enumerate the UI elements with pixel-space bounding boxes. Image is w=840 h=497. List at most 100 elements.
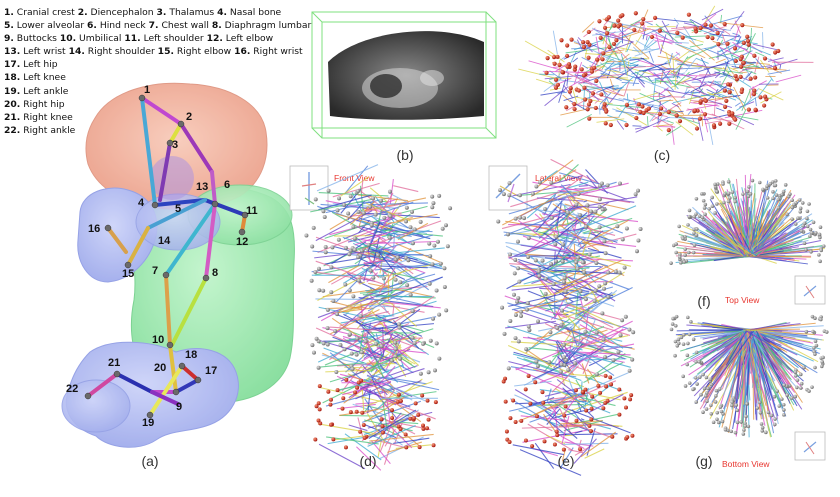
legend-row: 21. Right knee — [4, 111, 311, 124]
joint-number-label: 11 — [246, 205, 258, 217]
joint-number-label: 4 — [138, 197, 145, 209]
joint-number-label: 16 — [88, 223, 100, 235]
legend-number: 4. — [217, 7, 227, 18]
joint-number-label: 15 — [122, 268, 134, 280]
caption-d: (d) — [359, 453, 376, 469]
legend-joint-name: Thalamus — [166, 7, 218, 18]
joint-legend: 1. Cranial crest 2. Diencephalon 3. Thal… — [4, 6, 311, 137]
legend-number: 22. — [4, 124, 21, 136]
panel-b — [311, 11, 497, 139]
legend-row: 13. Left wrist 14. Right shoulder 15. Ri… — [4, 45, 311, 58]
joint-number-label: 20 — [154, 362, 166, 374]
legend-row: 5. Lower alveolar 6. Hind neck 7. Chest … — [4, 19, 311, 32]
legend-number: 20. — [4, 98, 21, 110]
joint-number-label: 18 — [185, 349, 197, 361]
lateral-view-axis-icon — [488, 165, 528, 211]
legend-row: 9. Buttocks 10. Umbilical 11. Left shoul… — [4, 32, 311, 45]
legend-number: 15. — [157, 46, 174, 58]
bottom-view-axis-icon — [794, 431, 826, 461]
panel-g: Bottom View — [669, 314, 829, 469]
joint-number-label: 9 — [176, 401, 182, 413]
legend-joint-name: Left hip — [20, 59, 58, 71]
legend-joint-name: Left wrist — [20, 46, 69, 58]
legend-joint-name: Left shoulder — [140, 33, 207, 45]
legend-joint-name: Right knee — [20, 111, 73, 123]
top-view-axis-icon — [794, 275, 826, 305]
legend-number: 17. — [4, 59, 21, 71]
joint-number-label: 12 — [236, 236, 248, 248]
caption-a: (a) — [141, 453, 158, 469]
legend-row: 1. Cranial crest 2. Diencephalon 3. Thal… — [4, 6, 311, 19]
joint-number-label: 1 — [144, 84, 150, 96]
legend-number: 3. — [156, 7, 167, 18]
legend-joint-name: Diaphragm lumbar — [221, 20, 312, 32]
front-view-axis-icon — [289, 165, 329, 211]
legend-joint-name: Left elbow — [222, 33, 274, 45]
panel-f: Top View — [669, 173, 826, 305]
thalamus-mesh — [150, 156, 194, 200]
joint-number-label: 7 — [152, 265, 158, 277]
legend-joint-name: Right ankle — [20, 124, 76, 136]
joint-number-label: 17 — [205, 365, 217, 377]
panel-c — [518, 5, 814, 146]
joint-number-label: 19 — [142, 417, 154, 429]
joint-number-label: 5 — [175, 203, 181, 215]
lateral-view-cloud — [496, 158, 643, 476]
skeleton — [86, 96, 247, 417]
volume-box-front — [321, 21, 497, 139]
legend-number: 13. — [4, 46, 21, 58]
legend-number: 14. — [68, 46, 85, 58]
bottom-view-label: Bottom View — [722, 459, 770, 469]
legend-row: 22. Right ankle — [4, 124, 311, 137]
joint-number-label: 22 — [66, 383, 78, 395]
legend-number: 2. — [77, 7, 88, 18]
joint-number-label: 2 — [186, 111, 192, 123]
legend-number: 1. — [4, 7, 14, 18]
volume-box-back — [311, 11, 487, 129]
legend-joint-name: Left ankle — [20, 85, 69, 97]
legend-number: 19. — [4, 85, 21, 97]
joint-markers — [84, 94, 249, 419]
top-view-label: Top View — [725, 295, 760, 305]
legend-joint-name: Lower alveolar — [13, 20, 88, 32]
legend-number: 8. — [211, 20, 222, 32]
joint-number-label: 8 — [212, 267, 218, 279]
legend-number: 16. — [234, 46, 251, 58]
legend-joint-name: Chest wall — [158, 20, 212, 32]
joint-number-label: 21 — [108, 357, 120, 369]
caption-g: (g) — [695, 453, 712, 469]
legend-number: 10. — [59, 33, 77, 45]
caption-b: (b) — [396, 147, 413, 163]
legend-joint-name: Right shoulder — [84, 46, 158, 58]
legend-row: 19. Left ankle — [4, 85, 311, 98]
legend-joint-name: Left knee — [20, 72, 66, 84]
legend-joint-name: Right hip — [20, 98, 65, 110]
legend-number: 5. — [4, 20, 14, 32]
foot-mesh — [61, 379, 131, 433]
joint-number-label: 14 — [158, 235, 171, 247]
legend-joint-name: Right elbow — [173, 46, 235, 58]
caption-e: (e) — [557, 453, 574, 469]
thorax-mesh — [135, 193, 221, 251]
joint-number-label: 10 — [152, 334, 164, 346]
top-view-cloud — [669, 173, 826, 265]
legend-number: 6. — [87, 20, 97, 32]
legend-joint-name: Cranial crest — [13, 7, 78, 18]
legend-number: 11. — [124, 33, 141, 45]
legend-number: 9. — [4, 33, 14, 45]
legend-joint-name: Buttocks — [13, 33, 60, 45]
joint-number-label: 6 — [224, 179, 230, 191]
legend-joint-name: Right wrist — [250, 46, 303, 58]
legend-number: 18. — [4, 72, 21, 84]
legend-number: 7. — [148, 20, 159, 32]
legend-number: 12. — [206, 33, 223, 45]
legend-row: 20. Right hip — [4, 98, 311, 111]
joint-number-label: 3 — [172, 139, 178, 151]
caption-c: (c) — [654, 147, 670, 163]
panel-d: Front View — [289, 164, 453, 471]
legend-joint-name: Hind neck — [96, 20, 149, 32]
bottom-view-cloud — [669, 314, 829, 438]
